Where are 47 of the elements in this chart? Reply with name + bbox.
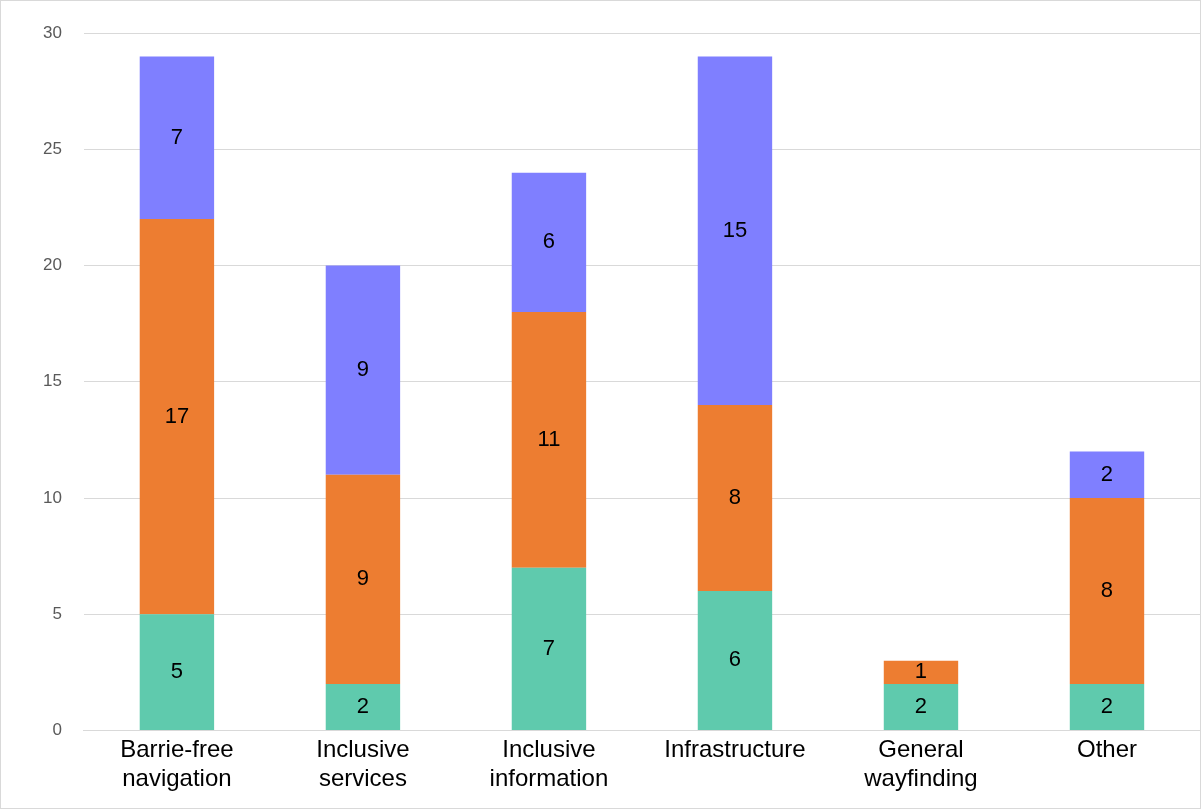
bar	[511, 172, 587, 313]
y-tick-label: 5	[52, 603, 62, 623]
bar	[1069, 451, 1145, 498]
y-tick-label: 15	[42, 371, 62, 391]
y-tick-label: 25	[42, 139, 62, 159]
y-tick-label: 0	[52, 720, 62, 740]
y-tick-label: 10	[42, 487, 62, 507]
bar	[883, 683, 959, 730]
data-label: 8	[728, 484, 742, 510]
x-tick-label: General wayfinding	[863, 735, 978, 792]
data-label: 11	[537, 425, 561, 451]
bar	[511, 312, 587, 568]
data-label: 2	[1100, 460, 1114, 486]
data-label: 2	[914, 692, 928, 718]
x-tick-label: Other	[1076, 735, 1138, 763]
x-tick-label: Inclusive services	[316, 735, 410, 792]
x-tick-label: Infrastructure	[664, 735, 806, 763]
bar	[139, 614, 215, 730]
bar	[697, 405, 773, 591]
data-label: 2	[1100, 692, 1114, 718]
data-label: 6	[542, 228, 556, 254]
data-label: 6	[728, 646, 742, 672]
bar	[139, 219, 215, 615]
bar	[883, 660, 959, 684]
data-label: 9	[356, 565, 370, 591]
bar	[511, 567, 587, 730]
bar	[1069, 498, 1145, 684]
bar	[697, 56, 773, 406]
x-tick-label: Barrie-free navigation	[120, 735, 234, 792]
bar	[1069, 683, 1145, 730]
x-tick-label: Inclusive information	[489, 735, 609, 792]
data-label: 17	[164, 402, 190, 428]
data-label: 5	[170, 658, 184, 684]
data-label: 7	[542, 634, 556, 660]
data-label: 8	[1100, 577, 1114, 603]
bar	[139, 56, 215, 220]
bar	[325, 265, 401, 475]
data-label: 9	[356, 356, 370, 382]
data-label: 2	[356, 692, 370, 718]
bar	[325, 683, 401, 730]
y-tick-label: 20	[42, 255, 62, 275]
data-label: 1	[914, 658, 928, 684]
y-tick-label: 30	[42, 22, 62, 42]
bar	[697, 590, 773, 730]
bar	[325, 474, 401, 684]
data-label: 7	[170, 123, 184, 149]
data-label: 15	[722, 216, 748, 242]
